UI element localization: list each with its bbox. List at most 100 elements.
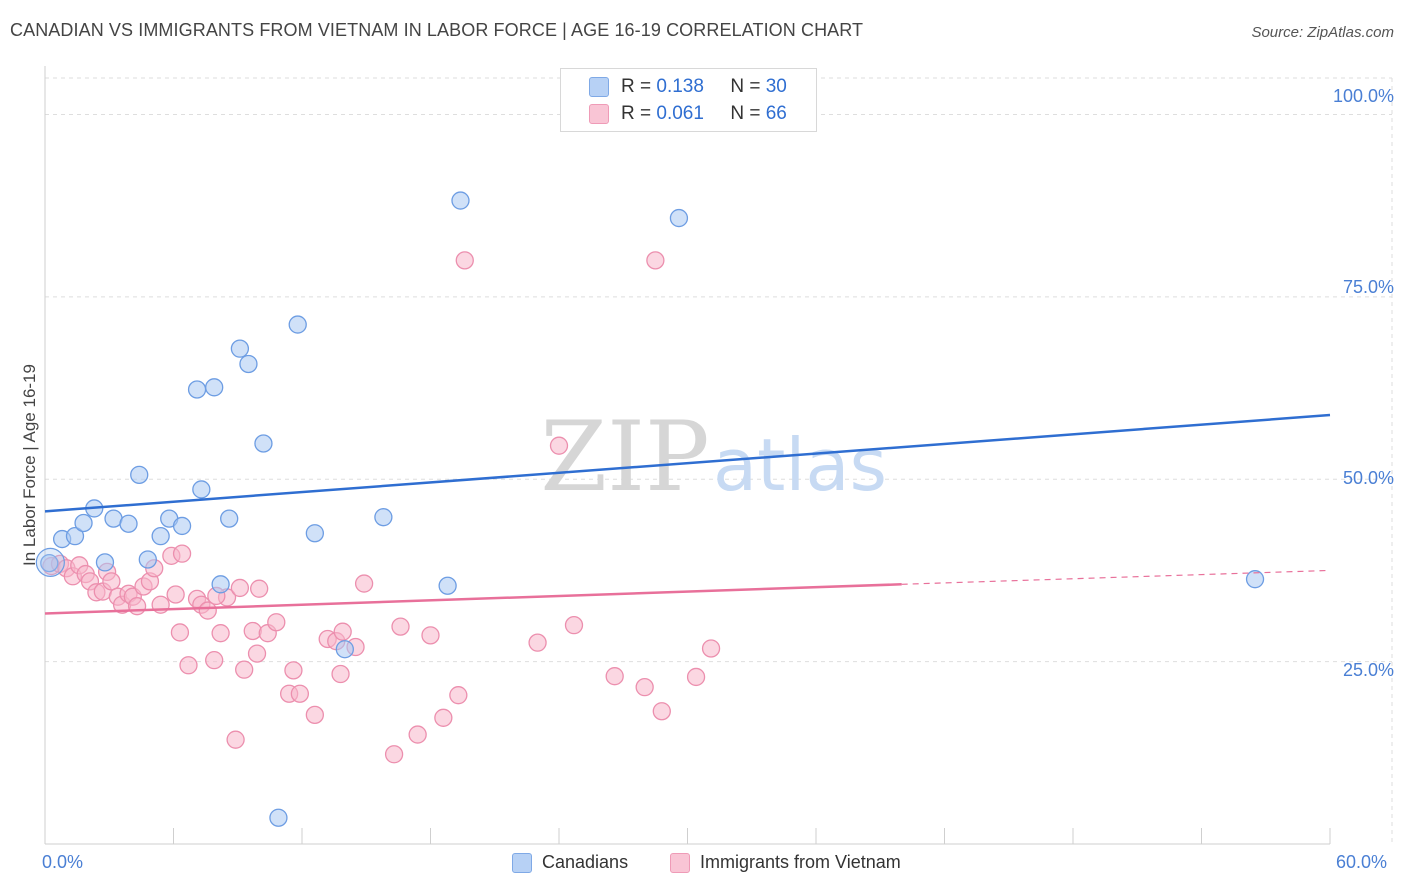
bottom-legend-swatch-blue — [512, 852, 532, 873]
canadians-point — [239, 354, 258, 374]
legend-n-value-vietnam: 66 — [765, 103, 787, 124]
canadians-point — [95, 553, 115, 572]
vietnam-point — [605, 667, 624, 686]
vietnam-point — [455, 251, 474, 270]
bottom-legend-vietnam: Immigrants from Vietnam — [670, 852, 901, 873]
source-label: Source: ZipAtlas.com — [1251, 24, 1394, 41]
legend-n-label: N = — [730, 103, 761, 124]
canadians-point — [119, 514, 138, 533]
canadians-point — [205, 378, 224, 397]
vietnam-point — [243, 621, 262, 641]
canadians-point — [172, 516, 192, 536]
canadians-point — [192, 480, 211, 499]
watermark-atlas: atlas — [713, 423, 887, 507]
bottom-legend-canadians: Canadians — [512, 852, 628, 873]
legend-r-value-vietnam: 0.061 — [656, 103, 704, 124]
vietnam-point — [267, 613, 286, 632]
vietnam-point — [449, 686, 468, 705]
vietnam-point — [652, 702, 671, 721]
canadians-point — [130, 465, 149, 485]
vietnam-point — [230, 578, 250, 598]
vietnam-point — [646, 251, 665, 270]
vietnam-point — [384, 745, 404, 764]
canadians-point — [211, 575, 230, 594]
canadians-point — [669, 208, 689, 228]
legend-r-label: R = — [621, 76, 652, 97]
vietnam-point — [235, 660, 254, 679]
vietnam-point — [247, 644, 267, 663]
y-tick-50: 50.0% — [1342, 468, 1394, 488]
vietnam-point — [635, 678, 654, 697]
canadians-point — [1245, 570, 1265, 589]
canadians-point — [451, 191, 470, 210]
canadians-point — [65, 526, 85, 546]
vietnam-point — [333, 622, 352, 641]
bottom-legend-label-canadians: Canadians — [542, 852, 629, 872]
watermark-zip: ZIP — [540, 401, 709, 513]
vietnam-point — [211, 624, 230, 643]
trend-line-vietnam — [44, 583, 902, 615]
legend-n-label: N = — [730, 76, 761, 97]
series-canadians-points — [35, 191, 1265, 827]
axes — [44, 66, 1331, 845]
canadians-point — [151, 526, 170, 546]
vietnam-point — [549, 436, 569, 455]
trend-line-canadians — [44, 413, 1331, 513]
canadians-point — [438, 576, 457, 595]
series-vietnam-points — [42, 251, 721, 764]
y-tick-75: 75.0% — [1342, 277, 1394, 297]
trend-lines — [44, 413, 1331, 615]
vietnam-point — [170, 623, 190, 642]
vietnam-point — [250, 579, 269, 598]
canadians-point — [288, 315, 307, 334]
trend-line-vietnam-extension — [901, 569, 1331, 585]
vietnam-point — [198, 601, 217, 620]
chart-title: CANADIAN VS IMMIGRANTS FROM VIETNAM IN L… — [10, 20, 864, 40]
canadians-point — [187, 380, 207, 399]
vietnam-point — [284, 661, 303, 680]
legend-r-label: R = — [621, 103, 652, 124]
canadians-point — [230, 339, 250, 358]
bottom-legend-label-vietnam: Immigrants from Vietnam — [700, 852, 901, 872]
vietnam-point — [226, 730, 245, 749]
canadians-point — [374, 508, 393, 527]
canadians-point — [254, 434, 273, 453]
vietnam-point — [564, 615, 584, 635]
vietnam-point — [305, 705, 325, 725]
vietnam-point — [701, 639, 721, 658]
canadians-cluster-point — [35, 547, 65, 578]
canadians-point — [305, 524, 325, 543]
x-tick-min: 0.0% — [42, 852, 84, 872]
watermark: ZIP atlas — [540, 401, 887, 513]
vietnam-point — [686, 667, 706, 687]
canadians-point — [269, 808, 288, 827]
vietnam-point — [166, 585, 185, 604]
canadians-point — [138, 550, 157, 569]
vietnam-point — [331, 664, 350, 684]
vietnam-point — [172, 544, 192, 563]
y-tick-100: 100.0% — [1332, 86, 1394, 106]
vietnam-point — [421, 626, 440, 645]
vietnam-point — [205, 651, 224, 670]
canadians-point — [220, 509, 239, 528]
canadians-point — [40, 553, 59, 573]
vietnam-point — [290, 684, 310, 703]
y-tick-25: 25.0% — [1342, 660, 1394, 680]
bottom-legend-swatch-pink — [670, 852, 690, 873]
x-tick-max: 60.0% — [1336, 852, 1388, 872]
legend-r-value-canadians: 0.138 — [656, 76, 704, 97]
vietnam-point — [127, 597, 147, 616]
vietnam-point — [408, 725, 427, 744]
vietnam-point — [354, 574, 374, 593]
vietnam-point — [179, 656, 198, 675]
vietnam-point — [528, 633, 547, 652]
canadians-point — [335, 640, 354, 659]
legend-swatch-pink — [589, 104, 609, 124]
canadians-point — [74, 513, 93, 533]
vietnam-point — [391, 617, 410, 636]
vietnam-point — [434, 708, 453, 727]
vietnam-point — [102, 572, 121, 591]
legend-n-value-canadians: 30 — [765, 76, 787, 97]
correlation-legend: R = 0.138 N = 30 R = 0.061 N = 66 — [560, 68, 817, 132]
